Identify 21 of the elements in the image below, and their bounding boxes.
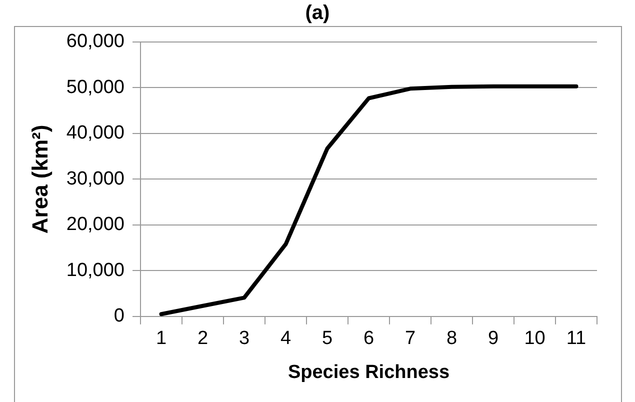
y-tick-label: 60,000 xyxy=(66,31,125,52)
x-axis-title: Species Richness xyxy=(288,362,450,383)
y-tick-label: 30,000 xyxy=(66,168,125,190)
y-tick-label: 10,000 xyxy=(66,260,125,281)
x-tick-label: 9 xyxy=(488,328,499,350)
x-tick-label: 4 xyxy=(280,328,292,350)
y-tick-label: 0 xyxy=(114,306,125,327)
x-tick-label: 1 xyxy=(156,328,167,350)
x-tick-label: 7 xyxy=(404,328,416,350)
y-tick-label: 40,000 xyxy=(66,122,125,144)
y-tick-label: 20,000 xyxy=(66,214,125,236)
x-tick-label: 8 xyxy=(446,328,458,350)
y-axis-title: Area (km²) xyxy=(27,124,52,234)
x-tick-label: 2 xyxy=(197,328,208,350)
x-tick-label: 3 xyxy=(238,328,250,350)
chart-title: (a) xyxy=(304,2,331,25)
x-tick-label: 5 xyxy=(322,328,333,350)
y-tick-label: 50,000 xyxy=(66,76,125,98)
x-tick-label: 11 xyxy=(566,328,586,350)
x-tick-label: 6 xyxy=(363,328,374,350)
x-tick-label: 10 xyxy=(524,328,546,350)
